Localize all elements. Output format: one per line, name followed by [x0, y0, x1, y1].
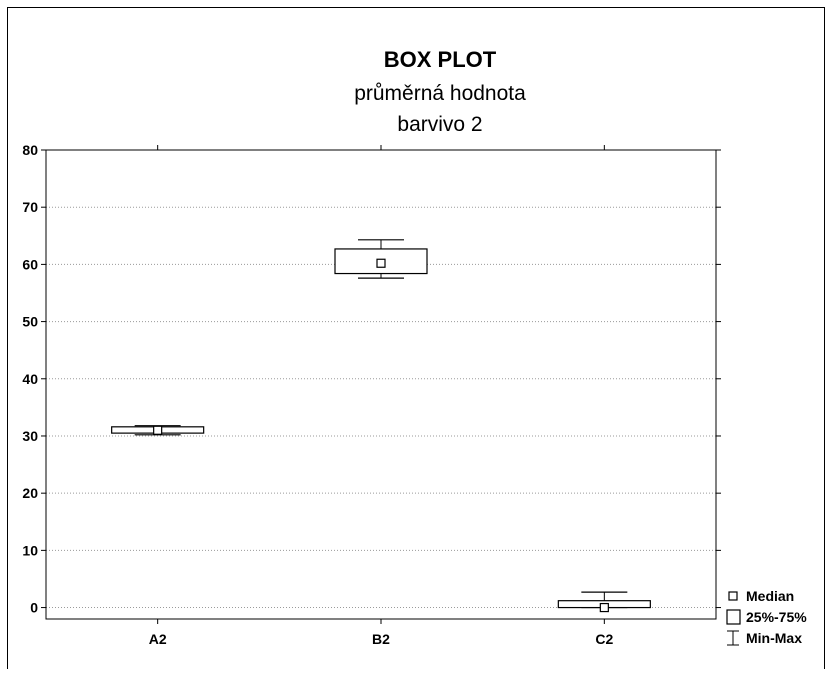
- chart-subtitle-line-1: průměrná hodnota: [354, 82, 526, 105]
- x-tick-label: A2: [149, 631, 167, 647]
- y-tick-label: 60: [22, 256, 38, 272]
- legend-label: 25%-75%: [746, 609, 807, 625]
- median-marker: [153, 425, 163, 435]
- y-tick-label: 80: [22, 142, 38, 158]
- plot-border: [45, 149, 717, 620]
- x-tick-label: B2: [372, 631, 390, 647]
- legend-label: Min-Max: [746, 630, 802, 646]
- y-tick-label: 10: [22, 542, 38, 558]
- x-tick-label: C2: [595, 631, 613, 647]
- y-tick-label: 70: [22, 199, 38, 215]
- median-marker: [376, 258, 386, 268]
- y-tick-label: 0: [30, 600, 38, 616]
- chart-subtitle-line-2: barvivo 2: [397, 113, 483, 136]
- legend-box-symbol: [726, 609, 741, 625]
- y-tick-label: 30: [22, 428, 38, 444]
- figure-frame: [7, 7, 825, 669]
- chart-title: BOX PLOT: [383, 47, 497, 72]
- y-tick-label: 20: [22, 485, 38, 501]
- y-tick-label: 50: [22, 314, 38, 330]
- median-marker: [599, 602, 609, 613]
- legend-label: Median: [746, 588, 794, 604]
- legend-median-symbol: [728, 591, 738, 601]
- y-tick-label: 40: [22, 371, 38, 387]
